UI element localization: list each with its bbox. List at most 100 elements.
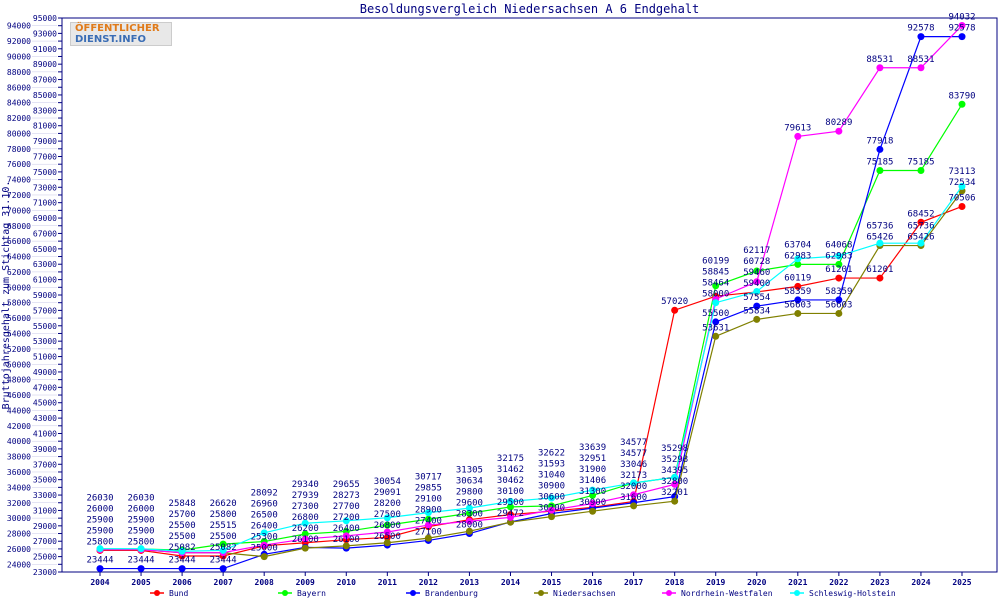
data-label: 25500 — [169, 521, 196, 531]
data-label: 26500 — [251, 511, 278, 521]
data-label: 75185 — [907, 157, 934, 167]
y-axis-label: Bruttojahresgehalt zum Stichtag 31.10. — [1, 181, 12, 410]
data-label: 25000 — [251, 544, 278, 554]
data-label: 25082 — [169, 543, 196, 553]
data-label: 23444 — [128, 556, 155, 566]
y-tick-label: 89000 — [33, 60, 57, 69]
data-label: 25515 — [210, 521, 237, 531]
x-tick-label: 2006 — [172, 578, 191, 587]
data-label: 56603 — [784, 300, 811, 310]
y-tick-label: 37000 — [33, 460, 57, 469]
data-point — [712, 299, 720, 307]
data-point — [794, 296, 802, 304]
data-point — [958, 182, 966, 190]
data-label: 29100 — [415, 494, 442, 504]
data-label: 32622 — [538, 449, 565, 459]
data-label: 26100 — [292, 535, 319, 545]
data-point — [219, 546, 227, 554]
y-tick-label: 65000 — [33, 245, 57, 254]
data-label: 31900 — [579, 465, 606, 475]
data-point — [383, 528, 391, 536]
data-label: 31300 — [579, 487, 606, 497]
data-label: 57554 — [743, 293, 770, 303]
data-point — [794, 260, 802, 268]
data-label: 60728 — [743, 257, 770, 267]
data-point — [835, 296, 843, 304]
data-label: 25700 — [169, 510, 196, 520]
x-tick-label: 2008 — [255, 578, 274, 587]
legend-marker — [282, 590, 288, 596]
x-tick-label: 2021 — [788, 578, 807, 587]
data-labels-bund: 25800 25800 25082 25082 26400 26800 27200 27500… — [86, 193, 975, 553]
series-line — [100, 186, 963, 552]
data-point — [712, 318, 720, 326]
x-tick-label: 2020 — [747, 578, 766, 587]
data-label: 62983 — [784, 251, 811, 261]
data-point — [917, 218, 925, 226]
y-tick-label: 35000 — [33, 476, 57, 485]
data-point — [794, 255, 802, 263]
data-label: 88531 — [907, 55, 934, 65]
data-label: 28000 — [456, 521, 483, 531]
y-tick-label: 43000 — [33, 414, 57, 423]
data-label: 61201 — [825, 265, 852, 275]
data-label: 75185 — [866, 157, 893, 167]
data-labels-bayern: 26000 26000 25848 26620 26960 27939 28273 29091… — [86, 91, 975, 514]
data-point — [917, 64, 925, 72]
data-label: 26620 — [210, 499, 237, 509]
data-label: 29600 — [456, 499, 483, 509]
data-label: 77918 — [866, 136, 893, 146]
data-point — [137, 565, 145, 573]
data-label: 25848 — [169, 499, 196, 509]
data-label: 23444 — [210, 556, 237, 566]
data-label: 59460 — [743, 268, 770, 278]
data-label: 27939 — [292, 491, 319, 501]
x-tick-label: 2023 — [870, 578, 889, 587]
data-label: 58359 — [784, 287, 811, 297]
legend-marker — [154, 590, 160, 596]
data-point — [958, 202, 966, 210]
data-label: 29655 — [333, 480, 360, 490]
data-label: 25900 — [128, 515, 155, 525]
y-tick-label: 50000 — [7, 360, 31, 369]
data-label: 30200 — [538, 504, 565, 514]
data-point — [260, 541, 268, 549]
data-label: 29800 — [456, 488, 483, 498]
data-point — [96, 545, 104, 553]
data-label: 29340 — [292, 480, 319, 490]
data-point — [958, 21, 966, 29]
y-tick-label: 85000 — [33, 91, 57, 100]
y-tick-label: 28000 — [7, 530, 31, 539]
data-point — [876, 166, 884, 174]
data-point — [589, 507, 597, 515]
legend-marker — [538, 590, 544, 596]
data-label: 27100 — [415, 527, 442, 537]
data-label: 62983 — [825, 251, 852, 261]
data-label: 26030 — [86, 493, 113, 503]
data-label: 53631 — [702, 323, 729, 333]
data-point — [506, 513, 514, 521]
x-tick-label: 2025 — [952, 578, 971, 587]
y-tick-label: 55000 — [33, 322, 57, 331]
y-tick-label: 33000 — [33, 491, 57, 500]
legend-marker — [794, 590, 800, 596]
data-label: 60119 — [784, 273, 811, 283]
x-tick-label: 2005 — [131, 578, 150, 587]
x-tick-label: 2004 — [90, 578, 109, 587]
y-tick-label: 92000 — [7, 37, 31, 46]
data-point — [794, 309, 802, 317]
y-tick-label: 74000 — [7, 176, 31, 185]
y-tick-label: 88000 — [7, 68, 31, 77]
data-label: 28900 — [415, 505, 442, 515]
series-line — [100, 25, 963, 554]
data-label: 25500 — [210, 532, 237, 542]
y-tick-label: 30000 — [7, 514, 31, 523]
data-point — [137, 545, 145, 553]
y-tick-label: 29000 — [33, 522, 57, 531]
y-tick-label: 90000 — [7, 52, 31, 61]
series-line — [100, 205, 963, 557]
data-label: 31600 — [620, 493, 647, 503]
data-label: 25082 — [210, 543, 237, 553]
data-label: 72534 — [948, 178, 975, 188]
data-point — [671, 473, 679, 481]
